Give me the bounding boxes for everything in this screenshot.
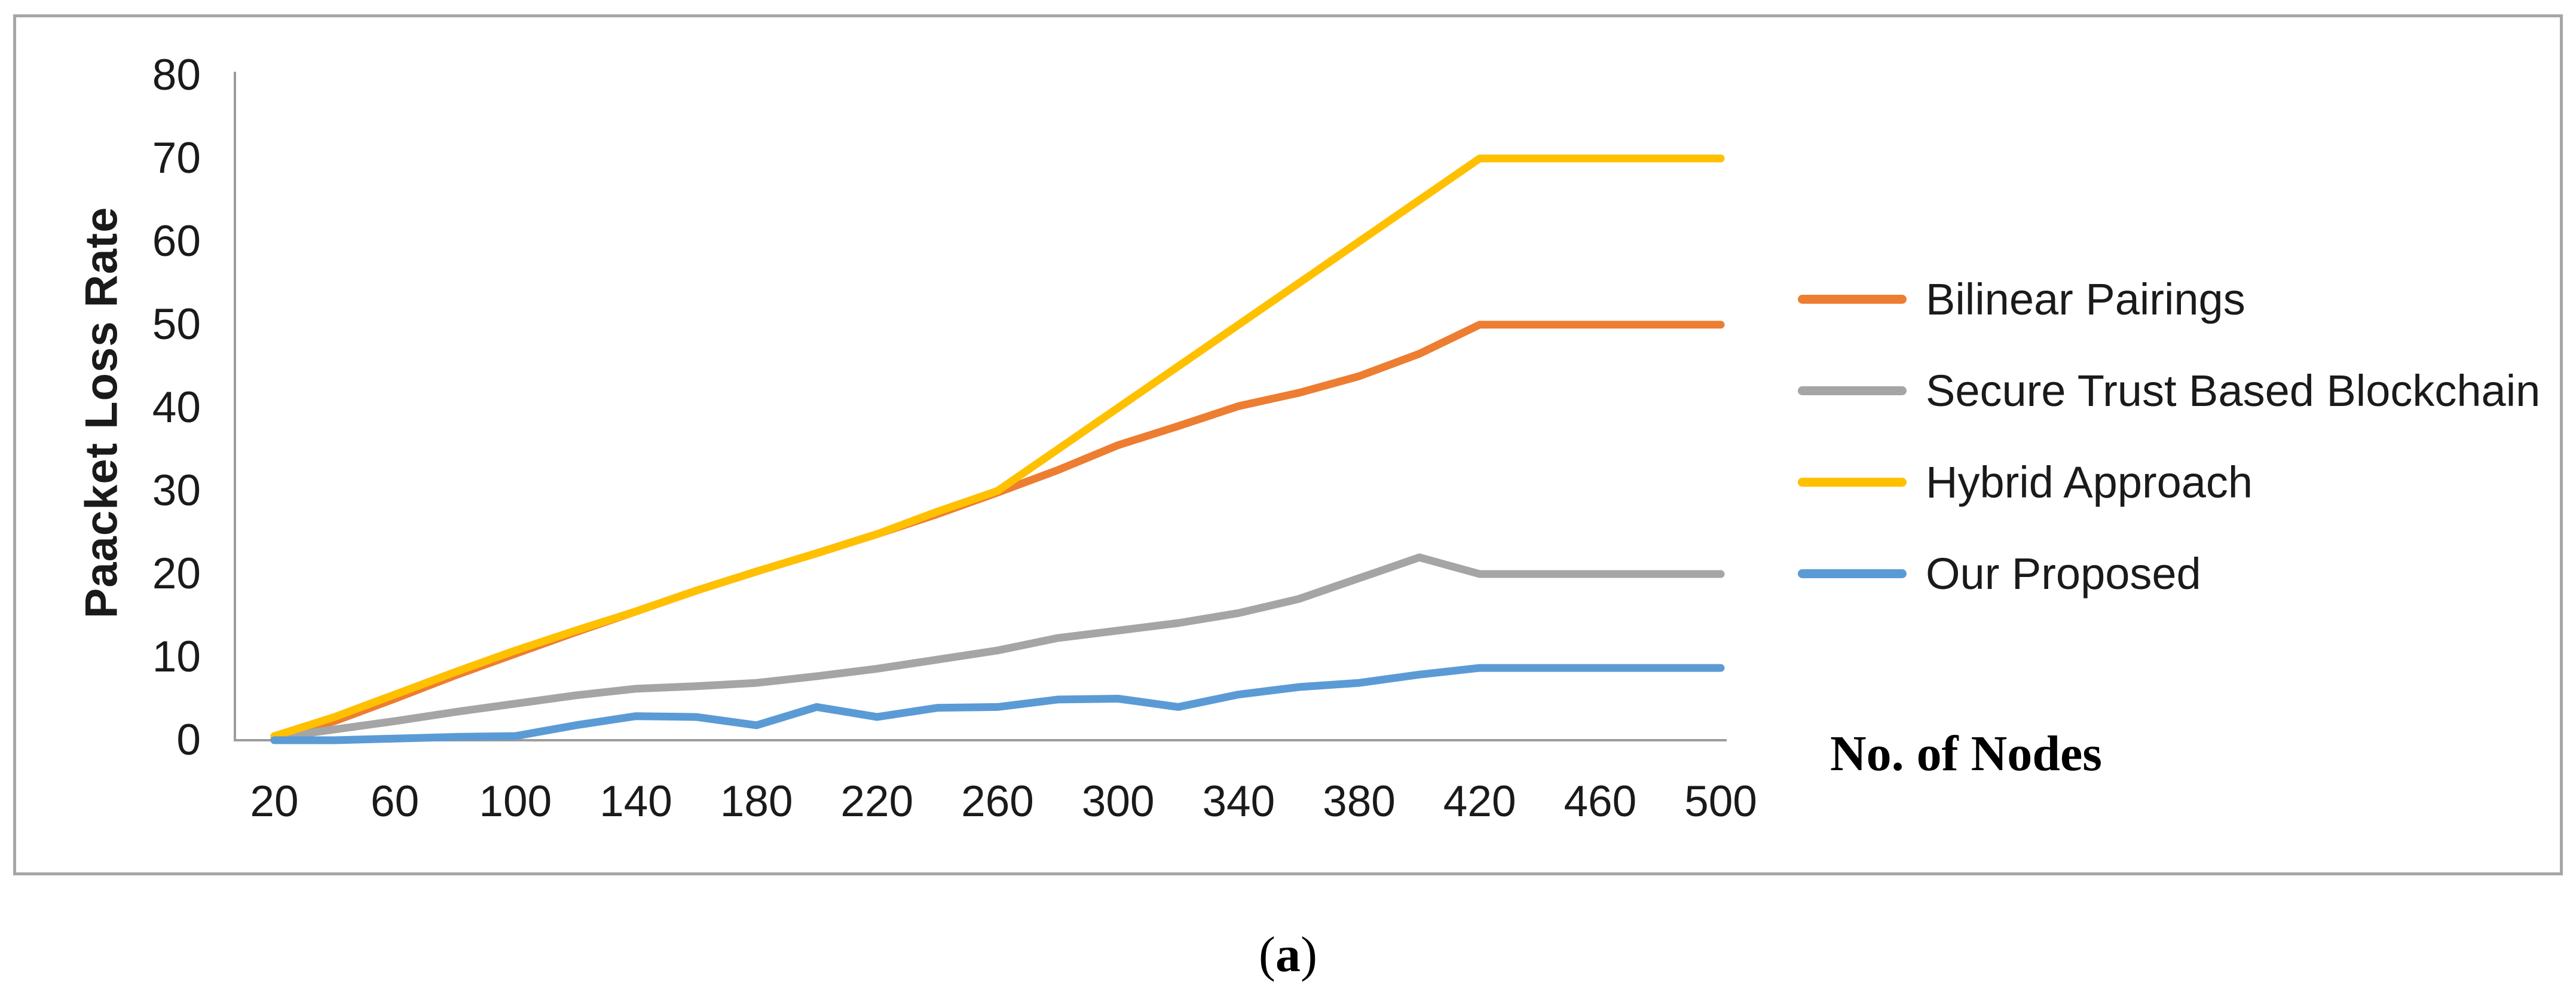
y-tick-label: 40 xyxy=(152,383,201,432)
caption-letter: a xyxy=(1275,927,1301,982)
x-tick-label: 260 xyxy=(961,777,1034,826)
x-tick-label: 140 xyxy=(599,777,672,826)
y-tick-label: 50 xyxy=(152,300,201,349)
legend-label: Hybrid Approach xyxy=(1926,457,2253,507)
legend-item-hybrid-approach: Hybrid Approach xyxy=(1798,452,2253,512)
figure-caption: (a) xyxy=(1259,926,1317,983)
caption-close-paren: ) xyxy=(1301,927,1317,982)
figure-border xyxy=(13,14,2563,875)
legend-swatch xyxy=(1798,294,1907,304)
y-tick-label: 80 xyxy=(152,51,201,99)
legend-swatch xyxy=(1798,477,1907,487)
x-tick-label: 500 xyxy=(1684,777,1757,826)
legend-label: Our Proposed xyxy=(1926,548,2201,599)
y-tick-label: 30 xyxy=(152,466,201,515)
legend-label: Secure Trust Based Blockchain xyxy=(1926,365,2541,416)
x-tick-label: 180 xyxy=(720,777,793,826)
x-tick-label: 20 xyxy=(250,777,299,826)
series-line-hybrid-approach xyxy=(270,154,1725,740)
x-tick-label: 340 xyxy=(1202,777,1275,826)
legend-item-bilinear-pairings: Bilinear Pairings xyxy=(1798,269,2245,329)
series-line-bilinear-pairings xyxy=(270,320,1725,740)
series-line-secure-trust-based-blockchain xyxy=(270,553,1725,742)
x-tick-label: 420 xyxy=(1443,777,1516,826)
x-axis-label: No. of Nodes xyxy=(1830,726,2102,781)
series-group xyxy=(270,154,1725,744)
y-tick-label: 60 xyxy=(152,217,201,265)
x-tick-label: 60 xyxy=(371,777,420,826)
legend-item-secure-trust-based-blockchain: Secure Trust Based Blockchain xyxy=(1798,361,2540,420)
y-tick-label: 10 xyxy=(152,633,201,681)
legend-item-our-proposed: Our Proposed xyxy=(1798,544,2201,603)
x-tick-label: 300 xyxy=(1081,777,1155,826)
x-tick-label: 100 xyxy=(479,777,552,826)
y-tick-label: 20 xyxy=(152,549,201,598)
x-tick-label: 380 xyxy=(1323,777,1396,826)
legend-label: Bilinear Pairings xyxy=(1926,274,2245,324)
y-tick-label: 70 xyxy=(152,134,201,182)
y-tick-label: 0 xyxy=(176,716,201,764)
legend-swatch xyxy=(1798,386,1907,395)
x-tick-label: 460 xyxy=(1564,777,1637,826)
caption-open-paren: ( xyxy=(1259,927,1275,982)
x-tick-label: 220 xyxy=(840,777,914,826)
series-line-our-proposed xyxy=(270,664,1725,744)
legend-swatch xyxy=(1798,569,1907,578)
